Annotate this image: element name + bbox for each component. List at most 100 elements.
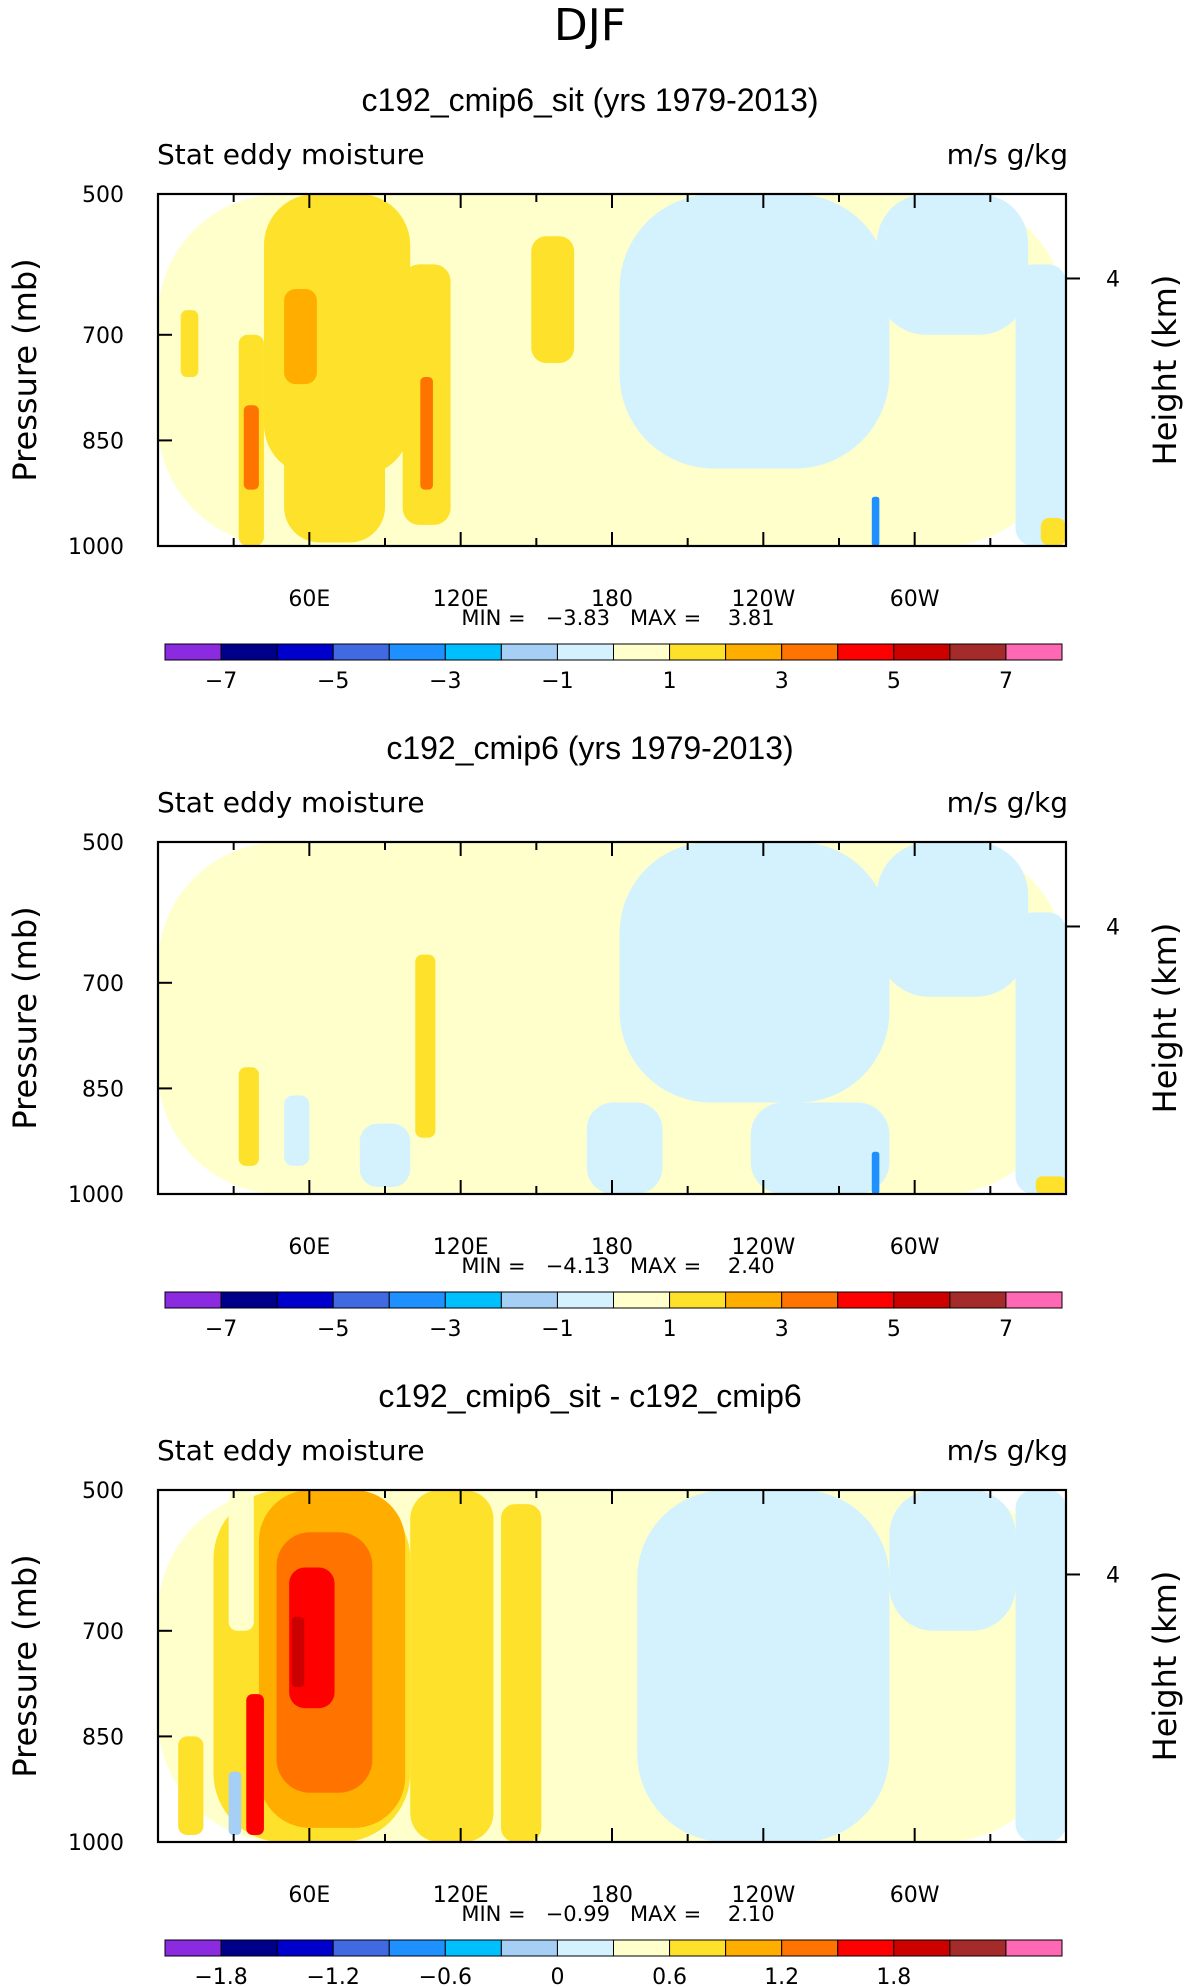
- x-tick-label: 180: [591, 587, 633, 612]
- contour-region: [420, 377, 433, 490]
- y-tick-label: 500: [82, 831, 124, 856]
- colorbar-swatch: [388, 643, 446, 661]
- colorbar-label: 0: [550, 1965, 564, 1987]
- units-label: m/s g/kg: [947, 1434, 1068, 1467]
- x-tick-label: 60W: [890, 1883, 940, 1908]
- colorbar: −7 −5 −3 −1 1 3 5 7: [164, 643, 1063, 694]
- y-right-tick-label: 4: [1106, 1563, 1120, 1588]
- colorbar-swatch: [781, 643, 839, 661]
- contour-region: [238, 1067, 259, 1166]
- units-label: m/s g/kg: [947, 138, 1068, 171]
- x-tick-label: 120W: [731, 587, 795, 612]
- contour-region: [415, 954, 436, 1138]
- colorbar-swatch: [556, 643, 614, 661]
- colorbar-swatch: [893, 1939, 951, 1957]
- y-right-tick-label: 4: [1106, 267, 1120, 292]
- colorbar-label: −1.2: [306, 1965, 359, 1987]
- colorbar-label: 1.2: [764, 1965, 799, 1987]
- x-tick-label: 120E: [433, 1883, 489, 1908]
- colorbar-label: 5: [887, 1317, 901, 1342]
- colorbar-label: 3: [775, 1317, 789, 1342]
- contour-region: [501, 1504, 542, 1842]
- contour-region: [180, 310, 199, 378]
- colorbar-swatch: [893, 643, 951, 661]
- colorbar-label: −3: [429, 1317, 461, 1342]
- y-right-axis-label: Height (km): [1146, 275, 1184, 466]
- colorbar-swatch: [949, 1939, 1007, 1957]
- contour-region: [1015, 912, 1066, 1194]
- contour-region: [1015, 264, 1066, 546]
- contour-region: [876, 194, 1029, 335]
- colorbar-label: 7: [999, 1317, 1013, 1342]
- x-tick-label: 120W: [731, 1235, 795, 1260]
- colorbar-label: −1.8: [194, 1965, 247, 1987]
- colorbar-label: −0.6: [419, 1965, 472, 1987]
- colorbar-swatch: [276, 643, 334, 661]
- contour-region: [531, 236, 575, 363]
- contour-region: [228, 1490, 254, 1631]
- colorbar-swatch: [500, 643, 558, 661]
- y-tick-label: 700: [82, 1620, 124, 1645]
- min-max-text: MIN = −3.83 MAX = 3.81: [461, 606, 774, 630]
- x-tick-label: 180: [591, 1883, 633, 1908]
- y-axis-label: Pressure (mb): [6, 906, 44, 1129]
- colorbar-swatch: [164, 643, 222, 661]
- contour-region: [1035, 1176, 1066, 1194]
- chart-left-string: Stat eddy moisture: [157, 786, 425, 819]
- x-tick-label: 120W: [731, 1883, 795, 1908]
- colorbar-label: −1: [541, 1317, 573, 1342]
- x-tick-label: 60E: [288, 1235, 330, 1260]
- colorbar-swatch: [276, 1291, 334, 1309]
- contour-region: [876, 842, 1029, 997]
- colorbar: −7 −5 −3 −1 1 3 5 7: [164, 1291, 1063, 1342]
- y-tick-label: 1000: [68, 1831, 124, 1856]
- chart-title: c192_cmip6_sit (yrs 1979-2013): [361, 82, 818, 118]
- colorbar-swatch: [220, 1291, 278, 1309]
- contour-region: [178, 1736, 204, 1835]
- colorbar-swatch: [164, 1939, 222, 1957]
- colorbar-swatch: [1005, 1939, 1063, 1957]
- colorbar-swatch: [669, 1939, 727, 1957]
- contour-region: [619, 194, 890, 469]
- min-max-text: MIN = −4.13 MAX = 2.40: [461, 1254, 774, 1278]
- colorbar-swatch: [837, 1291, 895, 1309]
- y-axis-label: Pressure (mb): [6, 1554, 44, 1777]
- colorbar-swatch: [837, 1939, 895, 1957]
- colorbar-swatch: [669, 1291, 727, 1309]
- colorbar-label: −5: [317, 669, 349, 694]
- y-tick-label: 1000: [68, 535, 124, 560]
- contour-field: [158, 842, 1066, 1194]
- contour-region: [750, 1102, 890, 1194]
- colorbar-swatch: [837, 643, 895, 661]
- contour-region: [284, 232, 385, 543]
- contour-region: [410, 1490, 494, 1842]
- chart-title: c192_cmip6 (yrs 1979-2013): [386, 730, 793, 766]
- colorbar-swatch: [949, 1291, 1007, 1309]
- contour-field: [158, 1490, 1066, 1842]
- contour-region: [291, 1616, 305, 1688]
- colorbar-swatch: [725, 1939, 783, 1957]
- units-label: m/s g/kg: [947, 786, 1068, 819]
- chart-left-string: Stat eddy moisture: [157, 138, 425, 171]
- min-max-text: MIN = −0.99 MAX = 2.10: [461, 1902, 774, 1926]
- colorbar-label: −7: [205, 1317, 237, 1342]
- x-tick-label: 60E: [288, 1883, 330, 1908]
- colorbar-swatch: [500, 1291, 558, 1309]
- colorbar-label: 1: [663, 1317, 677, 1342]
- chart-title: c192_cmip6_sit - c192_cmip6: [378, 1378, 801, 1414]
- x-tick-label: 180: [591, 1235, 633, 1260]
- colorbar-swatch: [164, 1291, 222, 1309]
- x-tick-label: 60W: [890, 1235, 940, 1260]
- colorbar-label: 1.8: [876, 1965, 911, 1987]
- page-title: DJF: [554, 0, 626, 51]
- colorbar-label: 1: [663, 669, 677, 694]
- colorbar-label: 0.6: [652, 1965, 687, 1987]
- y-axis-label: Pressure (mb): [6, 258, 44, 481]
- colorbar-swatch: [556, 1291, 614, 1309]
- y-tick-label: 850: [82, 1077, 124, 1102]
- colorbar-label: 7: [999, 669, 1013, 694]
- colorbar-swatch: [388, 1939, 446, 1957]
- y-tick-label: 700: [82, 972, 124, 997]
- y-tick-label: 1000: [68, 1183, 124, 1208]
